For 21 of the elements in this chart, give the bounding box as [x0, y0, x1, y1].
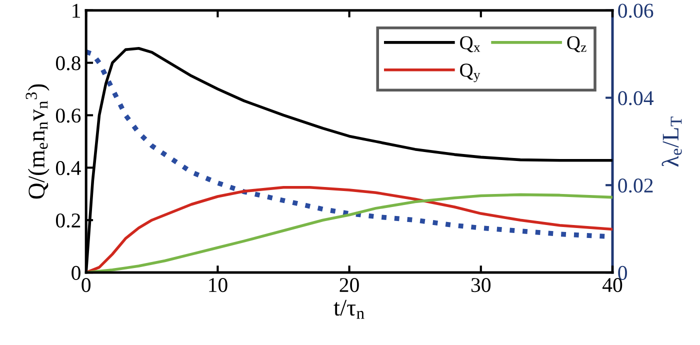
- y-tick-label: 0.8: [56, 56, 80, 70]
- y2-tick-label: 0: [618, 266, 627, 280]
- x-tick-label: 10: [209, 278, 228, 292]
- y2-tick-label: 0.02: [618, 178, 653, 193]
- legend-label: Q$_{z}$: [567, 36, 586, 52]
- x-tick-label: 30: [471, 278, 491, 292]
- y2-tick-label: 0.04: [618, 91, 654, 106]
- legend-label: Q$_{x}$: [460, 36, 480, 52]
- legend-label: Q$_{y}$: [460, 64, 480, 82]
- y2-tick-label: 0.06: [618, 4, 654, 18]
- y-tick-label: 0.4: [56, 161, 81, 176]
- y-tick-label: 0: [72, 266, 80, 280]
- y-axis-title: Q/(m$_{e}$n$_{n}$v$_{n}$$^{3}$): [26, 84, 50, 199]
- x-tick-label: 40: [602, 278, 622, 292]
- x-tick-label: 20: [340, 278, 359, 292]
- x-tick-label: 0: [82, 278, 91, 292]
- y2-axis-title: λ$_{e}$/L$_{T}$: [662, 116, 682, 167]
- y-tick-label: 1: [72, 4, 80, 18]
- x-axis-title: t/τ$_{n}$: [334, 300, 364, 319]
- y-tick-label: 0.2: [56, 213, 80, 228]
- y-tick-label: 0.6: [56, 108, 81, 123]
